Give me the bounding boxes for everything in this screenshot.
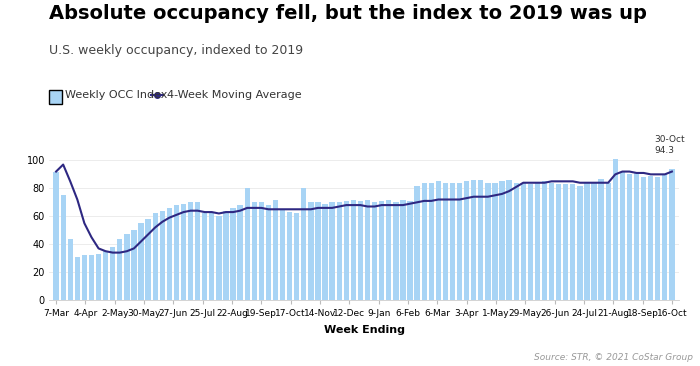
Bar: [655, 177, 660, 300]
Bar: [428, 183, 434, 300]
Bar: [584, 183, 589, 300]
Bar: [620, 172, 625, 300]
Bar: [117, 239, 122, 300]
Bar: [442, 183, 448, 300]
Bar: [132, 230, 136, 300]
Bar: [471, 180, 477, 300]
Bar: [209, 212, 214, 300]
Bar: [230, 208, 236, 300]
Text: Absolute occupancy fell, but the index to 2019 was up: Absolute occupancy fell, but the index t…: [49, 4, 647, 23]
Bar: [280, 209, 286, 300]
Bar: [146, 219, 150, 300]
Bar: [521, 183, 526, 300]
Bar: [514, 183, 519, 300]
Bar: [634, 173, 639, 300]
Bar: [400, 199, 405, 300]
Bar: [669, 169, 675, 300]
Bar: [301, 188, 307, 300]
Bar: [478, 180, 484, 300]
Bar: [244, 188, 250, 300]
Text: Source: STR, © 2021 CoStar Group: Source: STR, © 2021 CoStar Group: [534, 353, 693, 362]
Bar: [542, 181, 547, 300]
Bar: [606, 183, 611, 300]
Bar: [386, 199, 391, 300]
Bar: [237, 205, 243, 300]
Bar: [344, 201, 349, 300]
Bar: [365, 199, 370, 300]
Bar: [139, 223, 143, 300]
Bar: [379, 201, 384, 300]
Bar: [598, 179, 604, 300]
Bar: [499, 181, 505, 300]
Bar: [648, 176, 653, 300]
Bar: [195, 202, 200, 300]
X-axis label: Week Ending: Week Ending: [323, 325, 405, 335]
Bar: [323, 204, 328, 300]
Bar: [337, 202, 342, 300]
Bar: [110, 247, 116, 300]
Bar: [435, 181, 441, 300]
Bar: [251, 202, 257, 300]
Text: 30-Oct
94.3: 30-Oct 94.3: [654, 135, 685, 155]
Bar: [351, 199, 356, 300]
Bar: [662, 174, 668, 300]
Bar: [266, 205, 271, 300]
Bar: [641, 177, 646, 300]
Bar: [414, 186, 420, 300]
Bar: [223, 211, 229, 300]
Bar: [549, 183, 554, 300]
Text: 4-Week Moving Average: 4-Week Moving Average: [167, 90, 301, 100]
Bar: [153, 213, 158, 300]
Bar: [612, 159, 618, 300]
Bar: [287, 212, 293, 300]
Bar: [96, 254, 101, 300]
Bar: [82, 255, 87, 300]
Bar: [485, 183, 491, 300]
Bar: [124, 235, 130, 300]
Bar: [89, 255, 94, 300]
Bar: [421, 183, 427, 300]
Bar: [535, 183, 540, 300]
Bar: [75, 257, 80, 300]
Bar: [507, 180, 512, 300]
Bar: [188, 202, 193, 300]
Bar: [181, 204, 186, 300]
Bar: [308, 202, 314, 300]
Bar: [592, 183, 596, 300]
Bar: [315, 202, 321, 300]
Bar: [492, 183, 498, 300]
Bar: [450, 183, 455, 300]
Text: U.S. weekly occupancy, indexed to 2019: U.S. weekly occupancy, indexed to 2019: [49, 44, 303, 57]
Bar: [68, 239, 73, 300]
Bar: [578, 186, 582, 300]
Bar: [259, 202, 264, 300]
Bar: [528, 184, 533, 300]
Bar: [556, 184, 561, 300]
Bar: [626, 174, 632, 300]
Bar: [464, 181, 469, 300]
Bar: [202, 213, 207, 300]
Bar: [563, 184, 568, 300]
Bar: [393, 202, 398, 300]
Text: Weekly OCC Index: Weekly OCC Index: [65, 90, 167, 100]
Bar: [216, 216, 221, 300]
Bar: [372, 202, 377, 300]
Bar: [103, 251, 108, 300]
Bar: [407, 201, 413, 300]
Bar: [294, 213, 300, 300]
Bar: [358, 201, 363, 300]
Bar: [53, 172, 59, 300]
Bar: [273, 199, 278, 300]
Bar: [330, 202, 335, 300]
Bar: [160, 211, 165, 300]
Bar: [457, 183, 462, 300]
Bar: [570, 184, 575, 300]
Bar: [60, 195, 66, 300]
Bar: [174, 205, 179, 300]
Bar: [167, 208, 172, 300]
